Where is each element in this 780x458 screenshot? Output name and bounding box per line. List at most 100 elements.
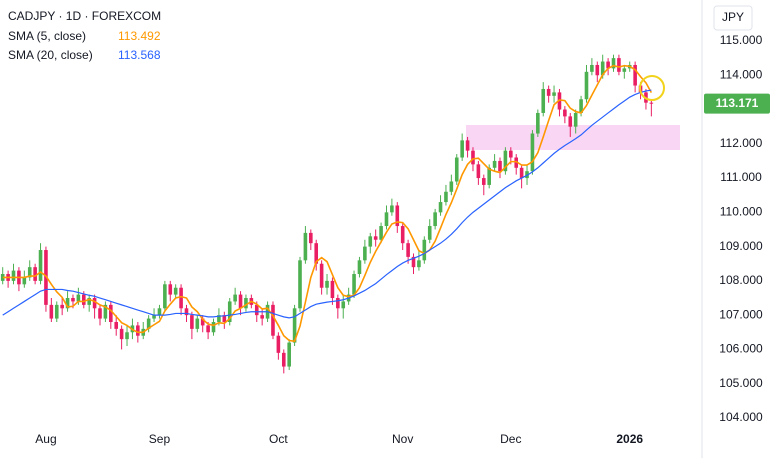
candle-body xyxy=(579,99,583,113)
candle-body xyxy=(546,88,551,96)
candle-body xyxy=(454,157,459,182)
candle-body xyxy=(406,243,410,257)
y-tick-label: 105.000 xyxy=(719,376,763,390)
candle-body xyxy=(373,236,378,240)
y-tick-label: 107.000 xyxy=(719,307,763,321)
candle-body xyxy=(319,263,324,288)
candle-body xyxy=(465,140,470,151)
candle-body xyxy=(76,294,81,302)
candle-body xyxy=(163,284,167,309)
y-tick-label: 106.000 xyxy=(719,342,763,356)
candle-body xyxy=(184,308,189,316)
candle-body xyxy=(179,287,183,309)
sma-line xyxy=(2,64,653,343)
candle-body xyxy=(54,304,59,319)
candle-body xyxy=(427,226,432,240)
candle-body xyxy=(330,280,335,299)
candle-body xyxy=(352,274,356,295)
candle-body xyxy=(233,294,237,302)
candle-body xyxy=(417,260,421,268)
candle-body xyxy=(573,112,578,127)
candle-body xyxy=(152,315,156,319)
candle-body xyxy=(509,150,513,158)
legend-name[interactable]: SMA (5, close) xyxy=(8,29,86,43)
candle-body xyxy=(49,304,54,319)
candle-body xyxy=(600,61,605,76)
y-tick-label: 112.000 xyxy=(720,136,763,150)
candle-body xyxy=(438,202,443,213)
candle-body xyxy=(217,315,221,323)
y-tick-label: 109.000 xyxy=(719,239,763,253)
candle-body xyxy=(136,325,140,336)
currency: JPY xyxy=(722,10,744,24)
candle-body xyxy=(206,325,210,333)
candle-body xyxy=(27,267,32,278)
candle-body xyxy=(325,280,329,288)
candle-body xyxy=(244,298,248,309)
candle-body xyxy=(444,191,448,203)
candle-body xyxy=(98,308,102,319)
candle-body xyxy=(260,315,264,319)
candle-body xyxy=(336,298,340,309)
candle-body xyxy=(103,304,108,319)
candle-body xyxy=(314,243,319,264)
candle-body xyxy=(60,304,64,309)
candle-body xyxy=(109,304,113,323)
candle-body xyxy=(449,181,454,192)
x-tick-label: Aug xyxy=(35,432,56,446)
candle-body xyxy=(281,352,286,367)
candle-body xyxy=(541,88,546,113)
candle-body xyxy=(617,58,621,72)
candle-body xyxy=(119,328,124,340)
candle-body xyxy=(298,260,302,309)
legend-value: 113.568 xyxy=(118,48,161,62)
candle-body xyxy=(222,315,227,323)
candle-body xyxy=(87,298,91,305)
highlight-circle xyxy=(639,75,665,101)
x-tick-label: Dec xyxy=(500,432,521,446)
candle-body xyxy=(341,301,346,309)
legend-name[interactable]: SMA (20, close) xyxy=(8,48,93,62)
candle-body xyxy=(492,160,497,168)
candle-body xyxy=(498,160,502,172)
zone-highlight xyxy=(466,125,680,150)
candle-body xyxy=(552,92,556,96)
candle-body xyxy=(254,304,259,316)
candle-body xyxy=(173,287,178,295)
candle-body xyxy=(11,270,16,281)
candle-body xyxy=(81,294,86,305)
candle-body xyxy=(114,322,119,329)
price-badge xyxy=(704,93,770,114)
candle-body xyxy=(584,71,589,100)
candle-body xyxy=(595,64,600,76)
candle-body xyxy=(309,232,313,244)
x-tick-label: Sep xyxy=(149,432,171,446)
price-label: 113.171 xyxy=(716,96,759,110)
candle-body xyxy=(514,157,519,168)
candle-body xyxy=(38,250,43,281)
candle-body xyxy=(433,212,437,227)
candle-body xyxy=(195,318,200,329)
candle-body xyxy=(563,109,567,117)
legend-value: 113.492 xyxy=(118,29,161,43)
y-tick-label: 110.000 xyxy=(720,205,763,219)
candle-body xyxy=(146,318,151,329)
candle-body xyxy=(276,335,281,353)
y-tick-label: 104.000 xyxy=(719,410,763,424)
y-tick-label: 108.000 xyxy=(719,273,763,287)
candle-body xyxy=(157,308,162,316)
candle-body xyxy=(168,284,173,295)
candle-body xyxy=(238,294,243,309)
candle-body xyxy=(92,298,97,309)
candle-body xyxy=(481,178,486,185)
candle-body xyxy=(590,64,594,72)
candle-body xyxy=(460,140,464,158)
candle-body xyxy=(292,308,297,343)
candle-body xyxy=(363,246,367,261)
currency-box[interactable] xyxy=(713,5,753,31)
candle-body xyxy=(271,304,275,336)
candle-body xyxy=(536,112,540,134)
candle-body xyxy=(568,116,573,127)
